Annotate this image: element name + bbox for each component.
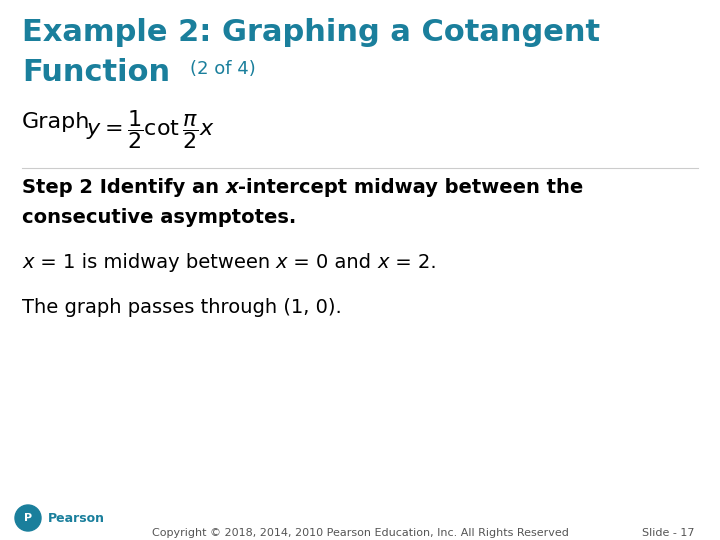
Text: x: x xyxy=(276,253,287,272)
Text: Graph: Graph xyxy=(22,112,91,132)
Text: Pearson: Pearson xyxy=(48,511,105,524)
Text: x: x xyxy=(22,253,34,272)
Text: Copyright © 2018, 2014, 2010 Pearson Education, Inc. All Rights Reserved: Copyright © 2018, 2014, 2010 Pearson Edu… xyxy=(152,528,568,538)
Text: $y = \dfrac{1}{2}\cot\dfrac{\pi}{2}x$: $y = \dfrac{1}{2}\cot\dfrac{\pi}{2}x$ xyxy=(86,108,215,151)
Text: = 1 is midway between: = 1 is midway between xyxy=(34,253,276,272)
Text: (2 of 4): (2 of 4) xyxy=(190,60,256,78)
Circle shape xyxy=(15,505,41,531)
Text: P: P xyxy=(24,513,32,523)
Text: x: x xyxy=(377,253,389,272)
Text: -intercept midway between the: -intercept midway between the xyxy=(238,178,584,197)
Text: Example 2: Graphing a Cotangent: Example 2: Graphing a Cotangent xyxy=(22,18,600,47)
Text: Slide - 17: Slide - 17 xyxy=(642,528,695,538)
Text: consecutive asymptotes.: consecutive asymptotes. xyxy=(22,208,296,227)
Text: The graph passes through (1, 0).: The graph passes through (1, 0). xyxy=(22,298,342,317)
Text: x: x xyxy=(226,178,238,197)
Text: = 2.: = 2. xyxy=(389,253,437,272)
Text: Function: Function xyxy=(22,58,170,87)
Text: Step 2 Identify an: Step 2 Identify an xyxy=(22,178,226,197)
Text: = 0 and: = 0 and xyxy=(287,253,377,272)
